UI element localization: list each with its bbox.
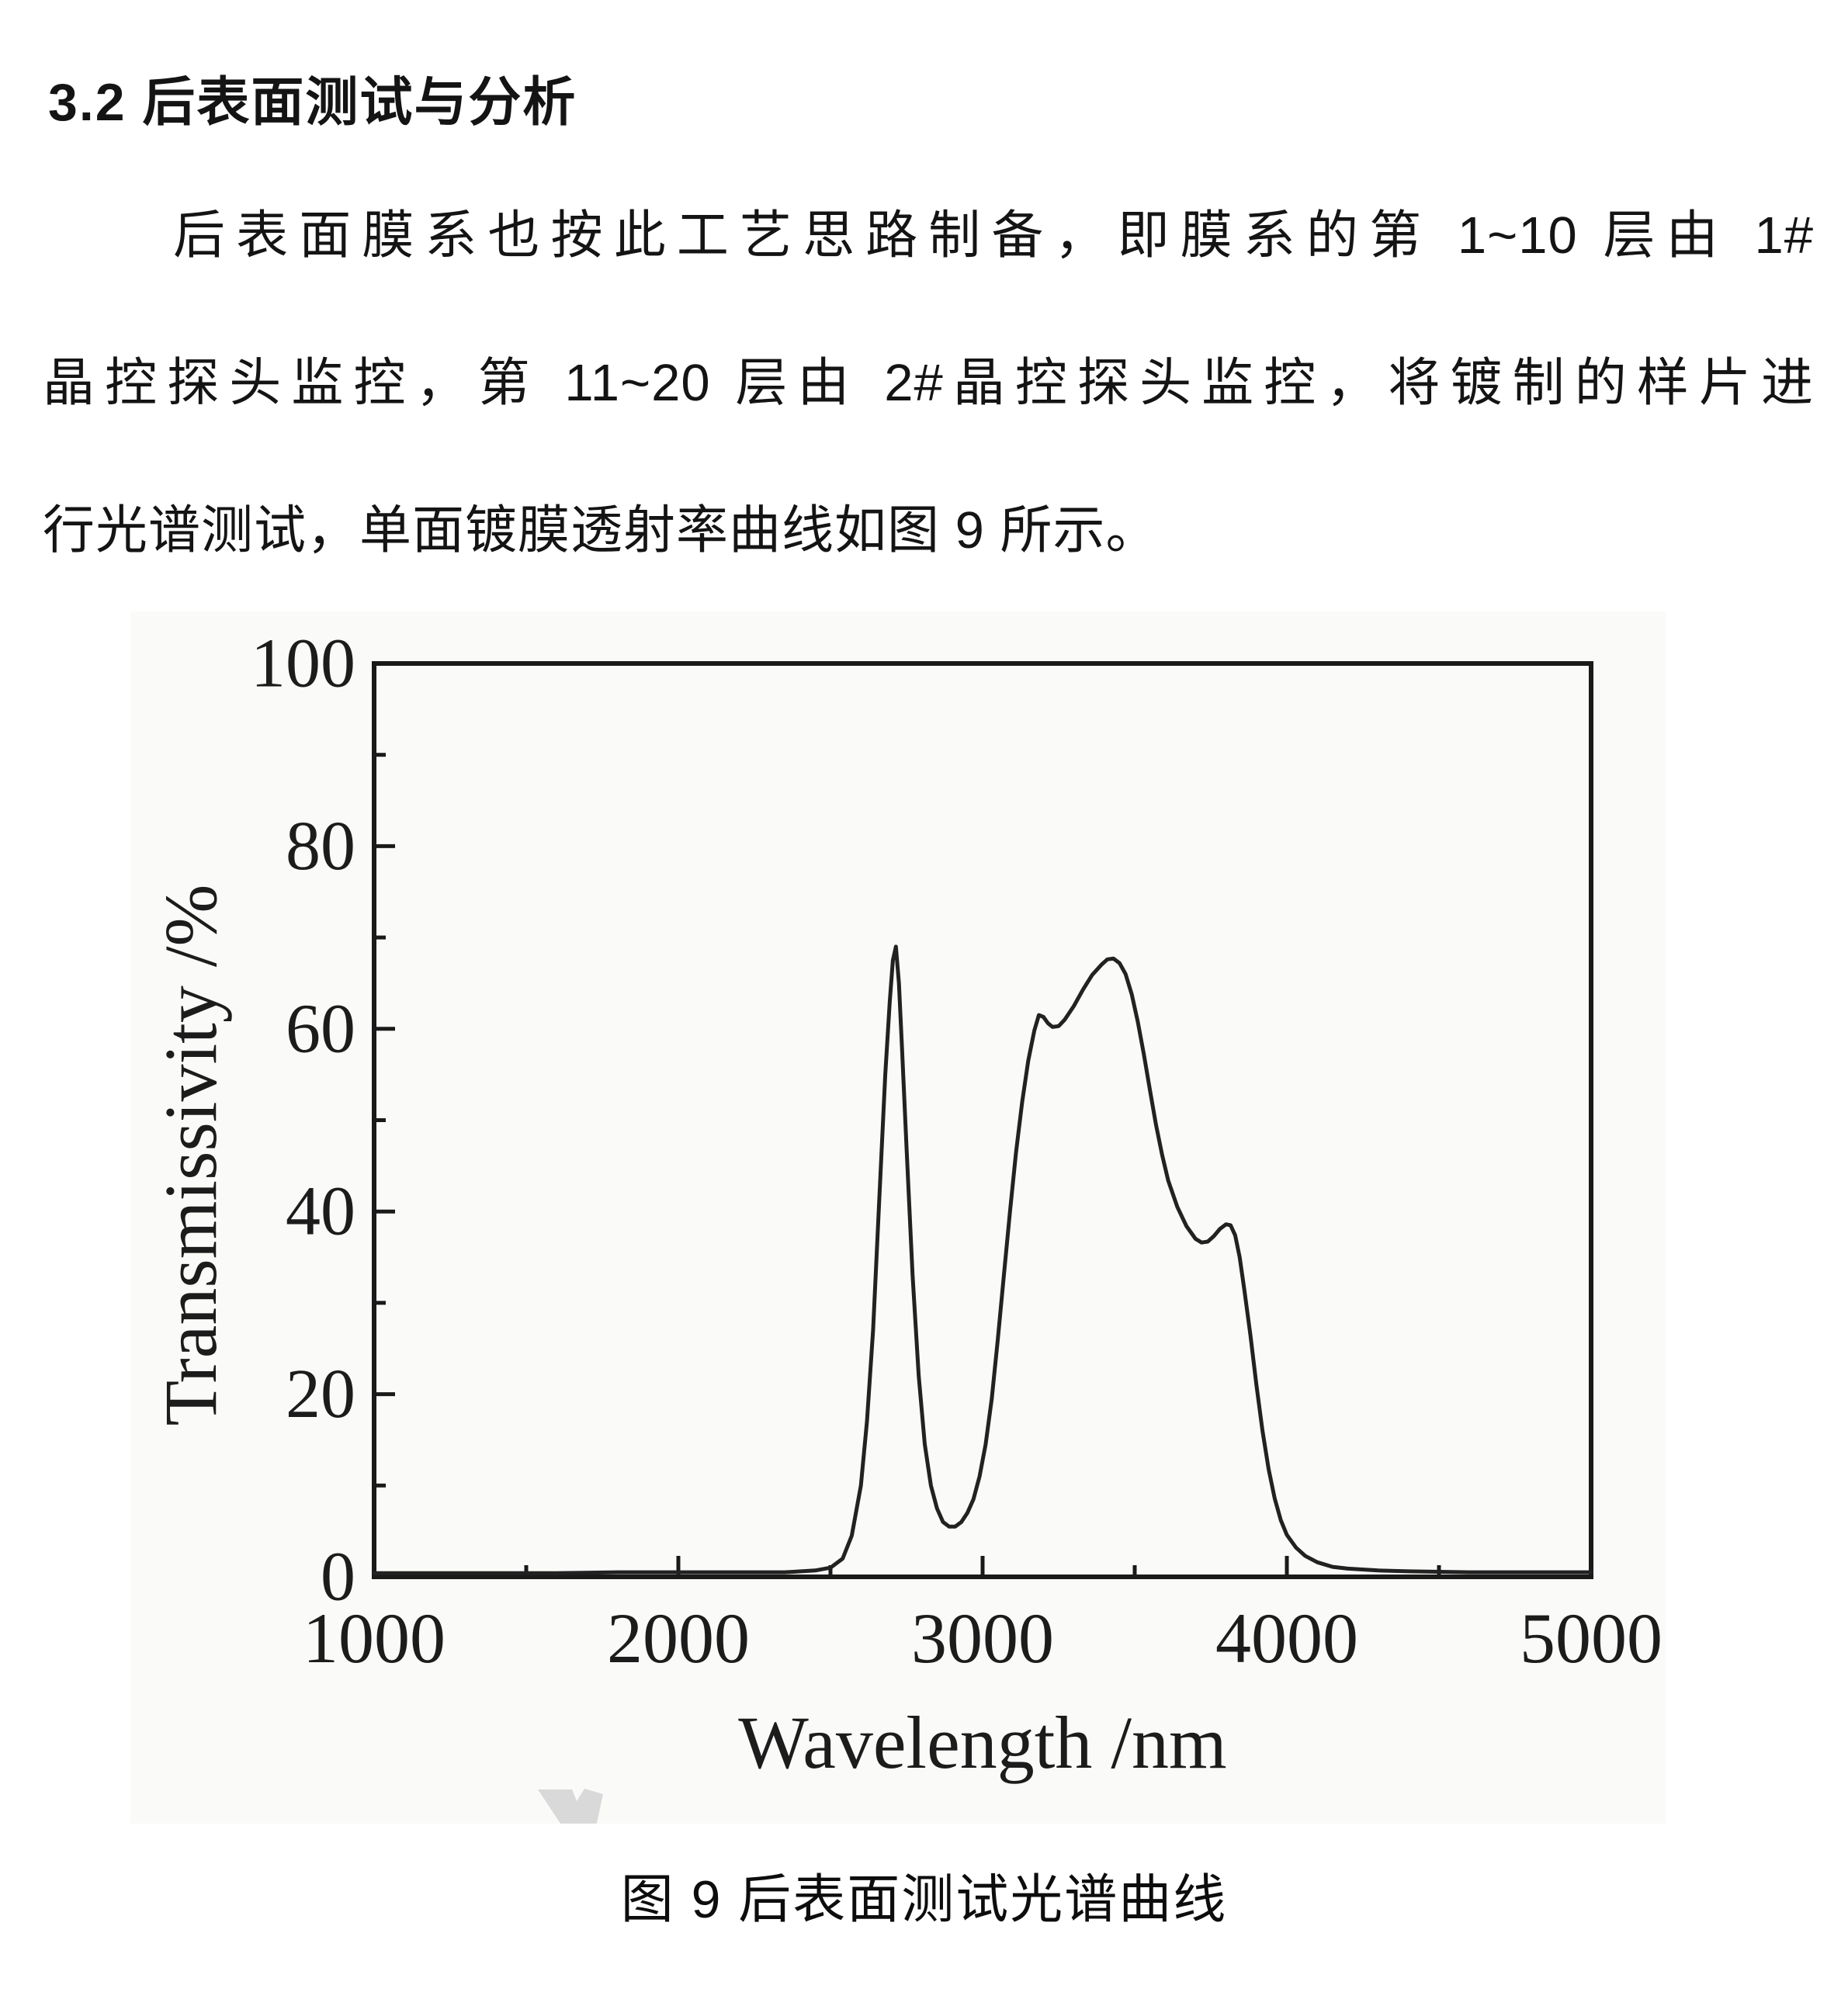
paragraph-line-3: 行光谱测试，单面镀膜透射率曲线如图 9 所示。 — [43, 501, 1159, 559]
paragraph-line-1: 后表面膜系也按此工艺思路制备，即膜系的第 1~10 层由 1# — [173, 206, 1814, 265]
x-tick-label: 2000 — [607, 1599, 750, 1678]
section-heading: 3.2 后表面测试与分析 — [48, 73, 577, 132]
x-tick-label: 3000 — [911, 1599, 1054, 1678]
plot-frame — [372, 661, 1593, 1579]
watermark-shape — [538, 1789, 603, 1824]
figure-scan-background — [130, 611, 1666, 1824]
spectrum-chart: 0 20 40 60 80 100 1000 2000 3000 4000 5000 Waveleng… — [149, 625, 1663, 1824]
x-tick-label: 4000 — [1215, 1599, 1358, 1678]
y-tick-label: 20 — [286, 1356, 355, 1433]
paragraph-line-2: 晶控探头监控，第 11~20 层由 2#晶控探头监控，将镀制的样片进 — [43, 354, 1814, 412]
x-tick-label: 1000 — [303, 1599, 446, 1678]
y-tick-label: 0 — [321, 1539, 355, 1616]
y-tick-label: 60 — [286, 990, 355, 1067]
y-tick-label: 80 — [286, 808, 355, 885]
x-axis-title: Wavelength /nm — [738, 1701, 1226, 1784]
figure-caption: 图 9 后表面测试光谱曲线 — [620, 1870, 1228, 1929]
x-tick-label: 5000 — [1520, 1599, 1663, 1678]
y-tick-label: 40 — [286, 1173, 355, 1250]
y-tick-label: 100 — [251, 625, 355, 702]
transmission-curve — [372, 944, 1593, 1575]
y-axis-title: Transmissivity /% — [149, 885, 232, 1426]
